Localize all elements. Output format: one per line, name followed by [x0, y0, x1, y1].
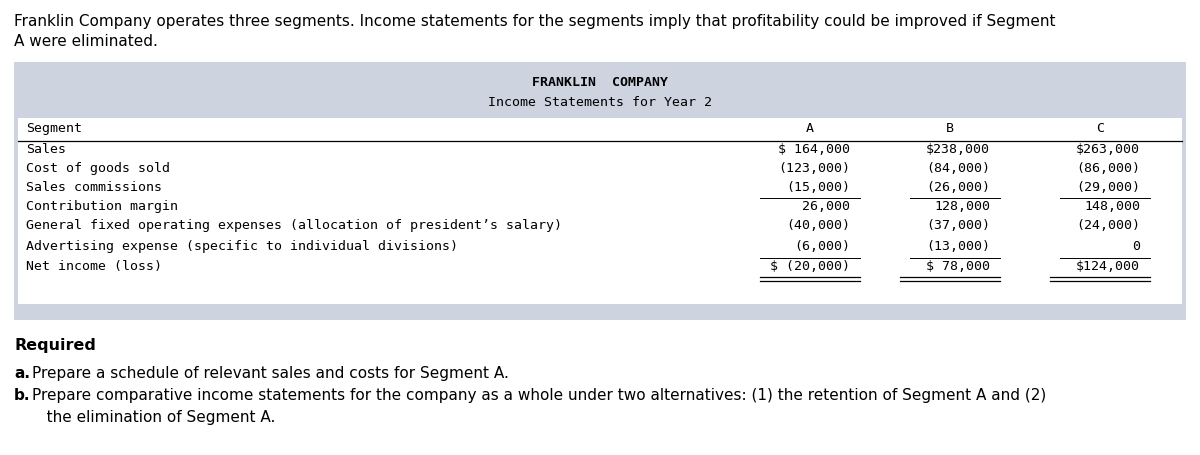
Text: Income Statements for Year 2: Income Statements for Year 2: [488, 96, 712, 109]
Text: $ (20,000): $ (20,000): [770, 260, 850, 273]
Text: $238,000: $238,000: [926, 143, 990, 156]
Text: (123,000): (123,000): [778, 162, 850, 175]
Text: $124,000: $124,000: [1076, 260, 1140, 273]
Text: (13,000): (13,000): [926, 240, 990, 253]
Text: (84,000): (84,000): [926, 162, 990, 175]
Text: Sales: Sales: [26, 143, 66, 156]
Text: 148,000: 148,000: [1084, 200, 1140, 213]
Text: (6,000): (6,000): [794, 240, 850, 253]
Text: Segment: Segment: [26, 122, 82, 135]
Text: Prepare comparative income statements for the company as a whole under two alter: Prepare comparative income statements fo…: [32, 388, 1046, 403]
Text: (24,000): (24,000): [1076, 219, 1140, 232]
Text: (29,000): (29,000): [1076, 181, 1140, 194]
Bar: [18, 118, 1182, 308]
Bar: [14, 62, 1186, 320]
Text: (26,000): (26,000): [926, 181, 990, 194]
Text: b.: b.: [14, 388, 30, 403]
Text: $ 78,000: $ 78,000: [926, 260, 990, 273]
Text: Prepare a schedule of relevant sales and costs for Segment A.: Prepare a schedule of relevant sales and…: [32, 366, 509, 381]
Text: C: C: [1096, 122, 1104, 135]
Text: General fixed operating expenses (allocation of president’s salary): General fixed operating expenses (alloca…: [26, 219, 562, 232]
Text: Net income (loss): Net income (loss): [26, 260, 162, 273]
Bar: [18, 304, 1182, 316]
Text: A were eliminated.: A were eliminated.: [14, 34, 158, 49]
Text: (37,000): (37,000): [926, 219, 990, 232]
Text: $263,000: $263,000: [1076, 143, 1140, 156]
Text: (86,000): (86,000): [1076, 162, 1140, 175]
Text: (15,000): (15,000): [786, 181, 850, 194]
Text: Cost of goods sold: Cost of goods sold: [26, 162, 170, 175]
Text: 0: 0: [1132, 240, 1140, 253]
Text: B: B: [946, 122, 954, 135]
Text: Sales commissions: Sales commissions: [26, 181, 162, 194]
Text: A: A: [806, 122, 814, 135]
Text: Contribution margin: Contribution margin: [26, 200, 178, 213]
Text: Franklin Company operates three segments. Income statements for the segments imp: Franklin Company operates three segments…: [14, 14, 1056, 29]
Text: the elimination of Segment A.: the elimination of Segment A.: [32, 410, 275, 425]
Text: a.: a.: [14, 366, 30, 381]
Text: (40,000): (40,000): [786, 219, 850, 232]
Text: Advertising expense (specific to individual divisions): Advertising expense (specific to individ…: [26, 240, 458, 253]
Text: FRANKLIN  COMPANY: FRANKLIN COMPANY: [532, 76, 668, 89]
Text: $ 164,000: $ 164,000: [778, 143, 850, 156]
Text: 128,000: 128,000: [934, 200, 990, 213]
Text: 26,000: 26,000: [802, 200, 850, 213]
Text: Required: Required: [14, 338, 96, 353]
